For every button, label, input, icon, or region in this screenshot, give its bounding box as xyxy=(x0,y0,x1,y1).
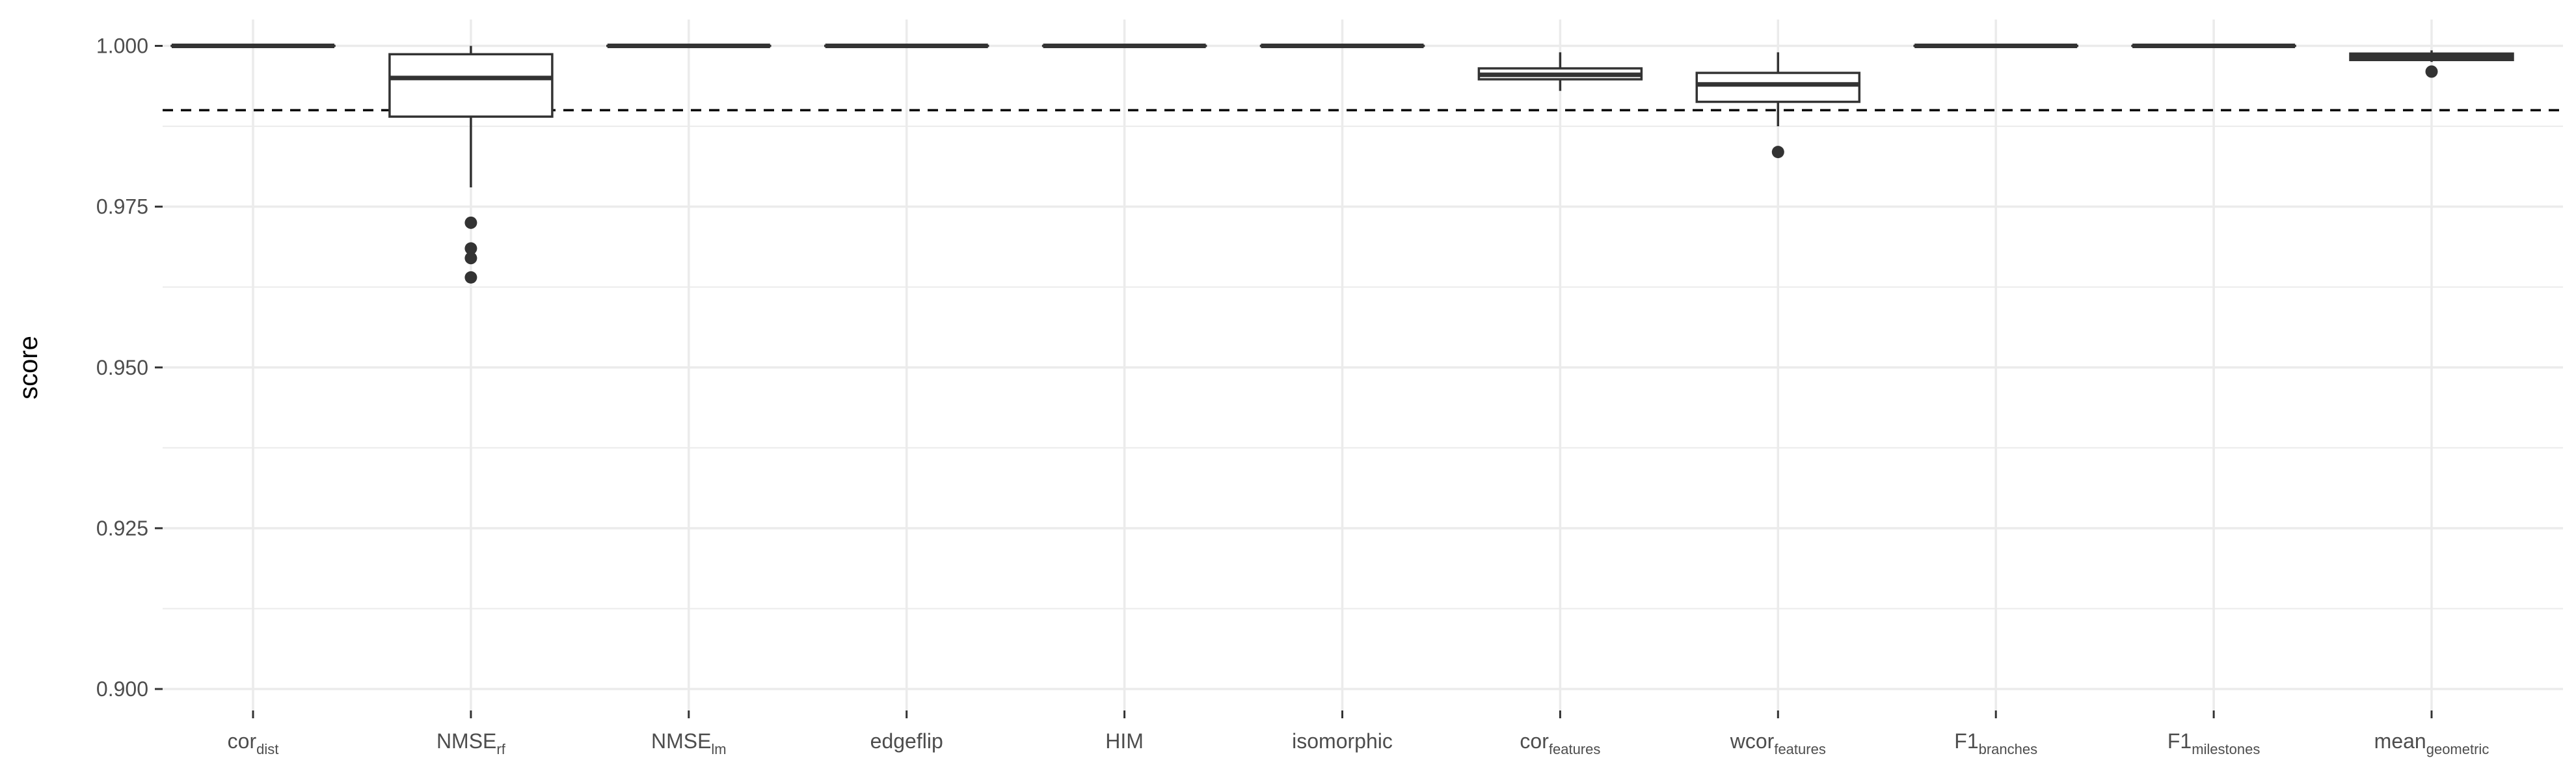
x-tick-label-subscript: features xyxy=(1774,741,1826,757)
x-tick-label-base: wcor xyxy=(1730,729,1775,753)
box-group xyxy=(390,46,552,284)
x-tick-label: F1milestones xyxy=(2167,729,2261,757)
x-tick-label-base: isomorphic xyxy=(1292,729,1393,753)
x-tick-label-subscript: lm xyxy=(711,741,726,757)
x-tick-label-base: NMSE xyxy=(651,729,711,753)
x-tick-label-subscript: rf xyxy=(496,741,505,757)
x-tick-label: NMSElm xyxy=(651,729,727,757)
box-iqr xyxy=(390,54,552,116)
y-tick-label: 0.950 xyxy=(96,356,148,379)
x-tick-label: NMSErf xyxy=(436,729,506,757)
x-tick-label-base: mean xyxy=(2374,729,2426,753)
outlier-point xyxy=(464,217,477,229)
y-tick-label: 0.900 xyxy=(96,677,148,701)
box-group xyxy=(1479,52,1641,90)
x-tick-label-base: cor xyxy=(1520,729,1549,753)
x-tick-label-base: NMSE xyxy=(436,729,496,753)
x-tick-label: meangeometric xyxy=(2374,729,2489,757)
x-tick-label-base: HIM xyxy=(1105,729,1144,753)
box-iqr xyxy=(1697,73,1859,101)
x-tick-label: cordist xyxy=(228,729,279,757)
x-tick-label: corfeatures xyxy=(1520,729,1600,757)
y-tick-label: 0.925 xyxy=(96,517,148,540)
x-tick-label: HIM xyxy=(1105,729,1144,753)
outlier-point xyxy=(464,252,477,264)
outlier-point xyxy=(464,271,477,284)
x-tick-label-subscript: features xyxy=(1549,741,1601,757)
x-tick-label-base: cor xyxy=(228,729,257,753)
x-tick-label-base: F1 xyxy=(1954,729,1978,753)
y-axis-title: score xyxy=(14,336,43,399)
x-tick-label-base: F1 xyxy=(2167,729,2192,753)
y-tick-label: 0.975 xyxy=(96,195,148,219)
x-tick-label: wcorfeatures xyxy=(1730,729,1826,757)
x-tick-label: isomorphic xyxy=(1292,729,1393,753)
x-tick-label: edgeflip xyxy=(870,729,943,753)
x-tick-label: F1branches xyxy=(1954,729,2037,757)
y-tick-layer: 0.900 0.925 0.950 0.975 1.000 xyxy=(96,34,163,701)
x-tick-label-subscript: dist xyxy=(256,741,278,757)
x-tick-label-subscript: branches xyxy=(1979,741,2038,757)
outlier-point xyxy=(1772,146,1784,158)
y-tick-label: 1.000 xyxy=(96,34,148,58)
x-tick-label-base: edgeflip xyxy=(870,729,943,753)
grid-layer xyxy=(163,20,2563,710)
outlier-point xyxy=(2426,66,2438,78)
x-tick-label-subscript: geometric xyxy=(2426,741,2489,757)
x-tick-label-subscript: milestones xyxy=(2192,741,2260,757)
